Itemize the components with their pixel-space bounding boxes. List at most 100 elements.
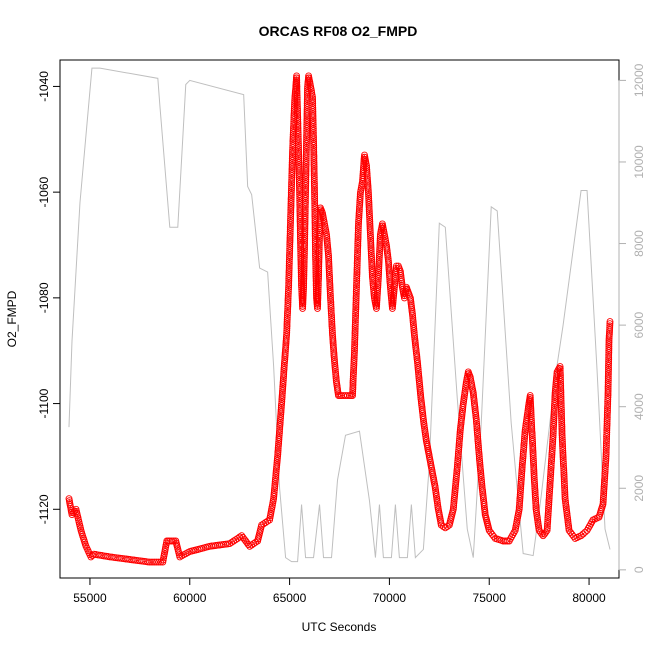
- o2-point: [354, 237, 362, 245]
- o2-point: [558, 438, 566, 446]
- o2-point: [351, 347, 358, 355]
- o2-point: [354, 229, 362, 237]
- o2-point: [284, 292, 292, 300]
- o2-point: [293, 81, 301, 89]
- o2-point: [351, 338, 359, 346]
- o2-point: [286, 232, 294, 240]
- o2-point: [520, 443, 528, 451]
- o2-point: [409, 314, 417, 322]
- o2-point: [270, 488, 278, 496]
- o2-point: [603, 417, 611, 425]
- o2-point: [602, 461, 609, 469]
- o2-point: [353, 277, 361, 285]
- o2-point: [519, 454, 527, 462]
- o2-point: [287, 215, 295, 223]
- o2-point: [600, 478, 608, 486]
- o2-point: [547, 472, 554, 480]
- o2-point: [285, 260, 293, 268]
- o2-point: [283, 316, 291, 324]
- o2-point: [352, 296, 360, 304]
- o2-point: [293, 74, 301, 82]
- o2-point: [561, 486, 569, 494]
- o2-point: [352, 299, 360, 307]
- o2-point: [353, 270, 361, 278]
- o2-point: [604, 404, 611, 412]
- o2-point: [547, 459, 555, 467]
- o2-point: [327, 309, 335, 317]
- o2-point: [294, 137, 302, 145]
- o2-point: [557, 401, 565, 409]
- o2-point: [353, 268, 361, 276]
- o2-point: [327, 296, 335, 304]
- o2-point: [454, 450, 462, 458]
- o2-point: [419, 415, 427, 423]
- o2-point: [603, 428, 611, 436]
- o2-point: [449, 505, 457, 513]
- o2-point: [601, 474, 609, 482]
- o2-point: [354, 235, 362, 243]
- o2-point: [451, 488, 459, 496]
- o2-point: [273, 457, 281, 465]
- o2-point: [293, 94, 301, 102]
- o2-point: [272, 474, 280, 482]
- o2-point: [328, 324, 336, 332]
- y-tick-label: -1040: [37, 71, 51, 102]
- o2-point: [558, 425, 566, 433]
- o2-point: [545, 498, 553, 506]
- o2-point: [603, 420, 611, 428]
- o2-point: [559, 458, 567, 465]
- o2-point: [352, 303, 360, 311]
- o2-point: [331, 366, 339, 374]
- o2-point: [560, 469, 568, 476]
- o2-point: [431, 484, 439, 492]
- o2-point: [520, 441, 528, 449]
- o2-point: [311, 195, 319, 203]
- o2-point: [146, 558, 154, 566]
- o2-point: [561, 482, 568, 490]
- o2-point: [415, 378, 423, 386]
- o2-point: [311, 201, 319, 209]
- o2-point: [552, 383, 560, 391]
- y2-tick-label: 10000: [632, 145, 646, 179]
- o2-point: [558, 429, 566, 437]
- o2-point: [455, 448, 462, 456]
- o2-point: [603, 422, 611, 430]
- o2-point: [474, 433, 482, 441]
- y2-tick-label: 6000: [632, 311, 646, 338]
- o2-point: [601, 470, 609, 478]
- o2-point: [454, 457, 462, 464]
- o2-point: [288, 161, 296, 169]
- o2-point: [564, 514, 571, 522]
- o2-point: [285, 255, 293, 263]
- o2-point: [520, 437, 528, 445]
- o2-point: [473, 420, 481, 428]
- o2-point: [311, 193, 319, 200]
- o2-point: [473, 422, 481, 430]
- o2-point: [601, 476, 608, 484]
- o2-point: [518, 463, 526, 471]
- o2-point: [293, 89, 301, 97]
- x-axis-label: UTC Seconds: [302, 620, 377, 634]
- o2-point: [88, 552, 96, 559]
- o2-point: [293, 102, 301, 110]
- o2-point: [547, 470, 555, 478]
- o2-point: [558, 427, 566, 435]
- o2-point: [351, 323, 359, 331]
- y2-tick-label: 0: [632, 566, 646, 573]
- o2-point: [311, 188, 318, 196]
- o2-point: [168, 537, 176, 545]
- o2-point: [391, 281, 399, 289]
- o2-point: [370, 288, 378, 295]
- o2-point: [453, 467, 461, 475]
- o2-point: [287, 210, 295, 218]
- o2-point: [391, 279, 399, 287]
- o2-point: [473, 426, 481, 434]
- o2-point: [544, 509, 552, 517]
- o2-point: [294, 135, 302, 143]
- o2-point: [284, 301, 292, 309]
- o2-point: [557, 388, 565, 396]
- o2-point: [287, 202, 295, 210]
- o2-point: [283, 311, 291, 319]
- o2-point: [546, 481, 554, 489]
